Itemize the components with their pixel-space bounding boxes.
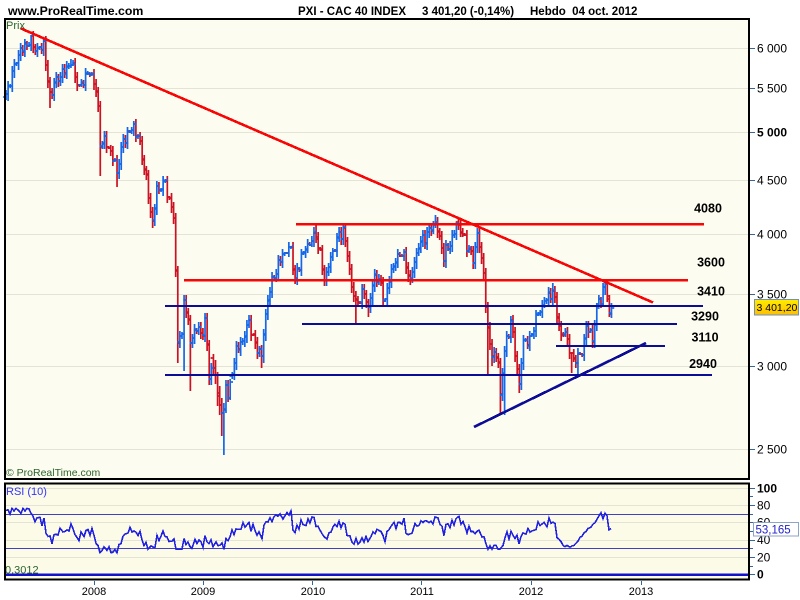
svg-text:PXI - CAC 40 INDEX 3 401,2: PXI - CAC 40 INDEX 3 401,20 (-0,14%) Heb… — [298, 6, 637, 18]
svg-text:2 500: 2 500 — [757, 443, 787, 457]
svg-text:2012: 2012 — [519, 586, 543, 598]
svg-text:4 500: 4 500 — [757, 174, 787, 188]
svg-text:5 500: 5 500 — [757, 82, 787, 96]
svg-text:RSI (10): RSI (10) — [6, 486, 47, 498]
svg-text:3410: 3410 — [697, 285, 725, 299]
svg-text:4080: 4080 — [694, 202, 722, 216]
svg-text:2940: 2940 — [689, 357, 717, 371]
svg-text:2010: 2010 — [301, 586, 325, 598]
svg-text:2011: 2011 — [410, 586, 434, 598]
svg-text:3290: 3290 — [691, 310, 719, 324]
svg-text:100: 100 — [757, 482, 777, 496]
svg-text:3110: 3110 — [691, 331, 718, 345]
svg-text:Prix: Prix — [6, 20, 25, 32]
svg-text:© ProRealTime.com: © ProRealTime.com — [6, 467, 101, 479]
svg-text:53,165: 53,165 — [756, 525, 791, 537]
svg-text:2009: 2009 — [191, 586, 215, 598]
svg-text:2008: 2008 — [82, 586, 106, 598]
svg-text:3 000: 3 000 — [757, 360, 787, 374]
svg-text:20: 20 — [757, 551, 771, 565]
svg-text:5 000: 5 000 — [757, 126, 787, 140]
svg-text:www.ProRealTime.com: www.ProRealTime.com — [7, 4, 143, 18]
svg-text:0: 0 — [757, 568, 764, 582]
svg-text:80: 80 — [757, 499, 771, 513]
svg-text:3 500: 3 500 — [757, 288, 787, 302]
svg-text:4 000: 4 000 — [757, 228, 787, 242]
svg-text:6 000: 6 000 — [757, 42, 787, 56]
svg-text:3 401,20: 3 401,20 — [757, 302, 798, 314]
svg-text:3600: 3600 — [697, 256, 725, 270]
svg-text:2013: 2013 — [629, 586, 653, 598]
